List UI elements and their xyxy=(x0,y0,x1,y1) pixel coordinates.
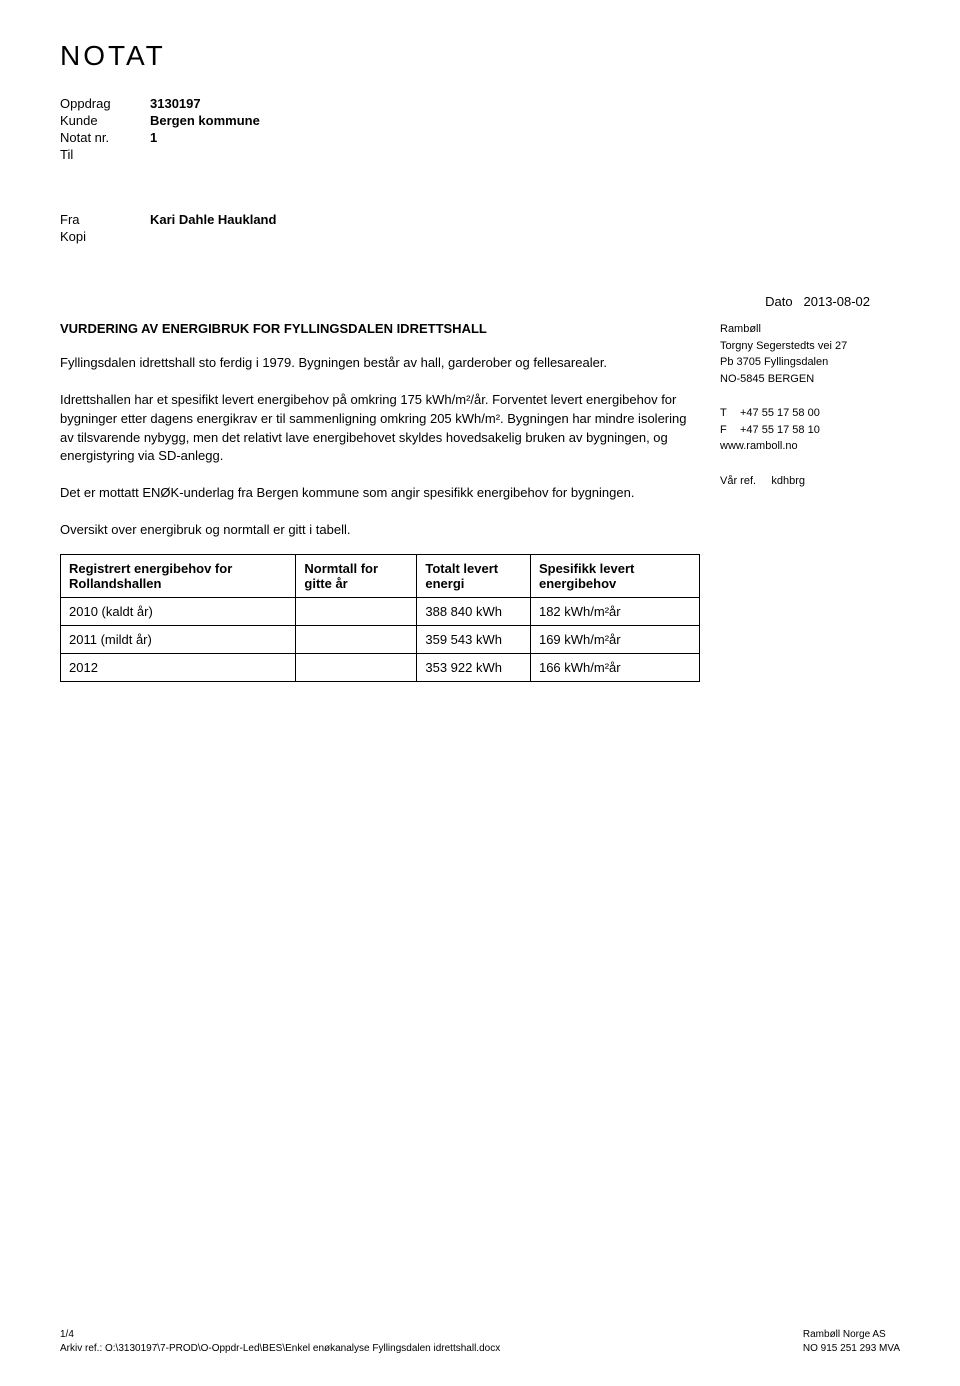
table-cell: 359 543 kWh xyxy=(417,625,531,653)
table-cell: 169 kWh/m²år xyxy=(530,625,699,653)
sidebar-addr2: Pb 3705 Fyllingsdalen xyxy=(720,354,900,371)
sidebar-phone-f: F +47 55 17 58 10 xyxy=(720,422,900,439)
sidebar-contact: T +47 55 17 58 00 F +47 55 17 58 10 www.… xyxy=(720,405,900,455)
sidebar: Rambøll Torgny Segerstedts vei 27 Pb 370… xyxy=(720,321,900,682)
paragraph-3: Det er mottatt ENØK-underlag fra Bergen … xyxy=(60,484,700,503)
table-cell xyxy=(296,625,417,653)
date-value: 2013-08-02 xyxy=(804,294,871,309)
meta-value-oppdrag: 3130197 xyxy=(150,96,201,111)
table-header-3: Spesifikk levert energibehov xyxy=(530,554,699,597)
sidebar-web: www.ramboll.no xyxy=(720,438,900,455)
table-cell: 166 kWh/m²år xyxy=(530,653,699,681)
table-cell: 353 922 kWh xyxy=(417,653,531,681)
sidebar-addr1: Torgny Segerstedts vei 27 xyxy=(720,338,900,355)
phone-f-value: +47 55 17 58 10 xyxy=(740,422,820,439)
meta-label-fra: Fra xyxy=(60,212,150,227)
energy-table: Registrert energibehov for Rollandshalle… xyxy=(60,554,700,682)
paragraph-1: Fyllingsdalen idrettshall sto ferdig i 1… xyxy=(60,354,700,373)
table-row: 2010 (kaldt år) 388 840 kWh 182 kWh/m²år xyxy=(61,597,700,625)
table-cell: 182 kWh/m²år xyxy=(530,597,699,625)
table-header-1: Normtall for gitte år xyxy=(296,554,417,597)
ref-value: kdhbrg xyxy=(771,475,805,487)
meta-row-fra: Fra Kari Dahle Haukland xyxy=(60,212,900,227)
meta-row-til: Til xyxy=(60,147,900,162)
table-intro: Oversikt over energibruk og normtall er … xyxy=(60,521,700,540)
table-cell xyxy=(296,597,417,625)
phone-t-prefix: T xyxy=(720,405,740,422)
table-header-0: Registrert energibehov for Rollandshalle… xyxy=(61,554,296,597)
footer-orgnr: NO 915 251 293 MVA xyxy=(803,1342,900,1356)
sidebar-ref: Vår ref. kdhbrg xyxy=(720,473,900,490)
meta-row-oppdrag: Oppdrag 3130197 xyxy=(60,96,900,111)
from-block: Fra Kari Dahle Haukland Kopi xyxy=(60,212,900,244)
sidebar-company: Rambøll xyxy=(720,321,900,338)
meta-value-kunde: Bergen kommune xyxy=(150,113,260,128)
phone-f-prefix: F xyxy=(720,422,740,439)
meta-row-kopi: Kopi xyxy=(60,229,900,244)
meta-label-kopi: Kopi xyxy=(60,229,150,244)
date-label: Dato xyxy=(765,294,792,309)
table-row: 2012 353 922 kWh 166 kWh/m²år xyxy=(61,653,700,681)
meta-value-fra: Kari Dahle Haukland xyxy=(150,212,276,227)
footer: 1/4 Arkiv ref.: O:\3130197\7-PROD\O-Oppd… xyxy=(60,1328,900,1356)
paragraph-2: Idrettshallen har et spesifikt levert en… xyxy=(60,391,700,466)
meta-block: Oppdrag 3130197 Kunde Bergen kommune Not… xyxy=(60,96,900,162)
table-cell: 2011 (mildt år) xyxy=(61,625,296,653)
footer-arkiv: Arkiv ref.: O:\3130197\7-PROD\O-Oppdr-Le… xyxy=(60,1342,500,1356)
footer-left: 1/4 Arkiv ref.: O:\3130197\7-PROD\O-Oppd… xyxy=(60,1328,500,1356)
footer-company: Rambøll Norge AS xyxy=(803,1328,900,1342)
section-heading: VURDERING AV ENERGIBRUK FOR FYLLINGSDALE… xyxy=(60,321,700,336)
sidebar-phone-t: T +47 55 17 58 00 xyxy=(720,405,900,422)
meta-row-notat: Notat nr. 1 xyxy=(60,130,900,145)
meta-label-til: Til xyxy=(60,147,150,162)
sidebar-addr3: NO-5845 BERGEN xyxy=(720,371,900,388)
meta-label-oppdrag: Oppdrag xyxy=(60,96,150,111)
meta-value-notat: 1 xyxy=(150,130,157,145)
table-header-2: Totalt levert energi xyxy=(417,554,531,597)
table-header-row: Registrert energibehov for Rollandshalle… xyxy=(61,554,700,597)
document-title: NOTAT xyxy=(60,40,900,72)
table-cell: 388 840 kWh xyxy=(417,597,531,625)
footer-page: 1/4 xyxy=(60,1328,500,1342)
date-line: Dato 2013-08-02 xyxy=(60,294,870,309)
table-row: 2011 (mildt år) 359 543 kWh 169 kWh/m²år xyxy=(61,625,700,653)
table-cell: 2010 (kaldt år) xyxy=(61,597,296,625)
ref-label: Vår ref. xyxy=(720,475,756,487)
phone-t-value: +47 55 17 58 00 xyxy=(740,405,820,422)
table-cell xyxy=(296,653,417,681)
footer-right: Rambøll Norge AS NO 915 251 293 MVA xyxy=(803,1328,900,1356)
meta-label-kunde: Kunde xyxy=(60,113,150,128)
table-cell: 2012 xyxy=(61,653,296,681)
meta-label-notat: Notat nr. xyxy=(60,130,150,145)
meta-row-kunde: Kunde Bergen kommune xyxy=(60,113,900,128)
sidebar-address: Rambøll Torgny Segerstedts vei 27 Pb 370… xyxy=(720,321,900,387)
main-content: VURDERING AV ENERGIBRUK FOR FYLLINGSDALE… xyxy=(60,321,700,682)
